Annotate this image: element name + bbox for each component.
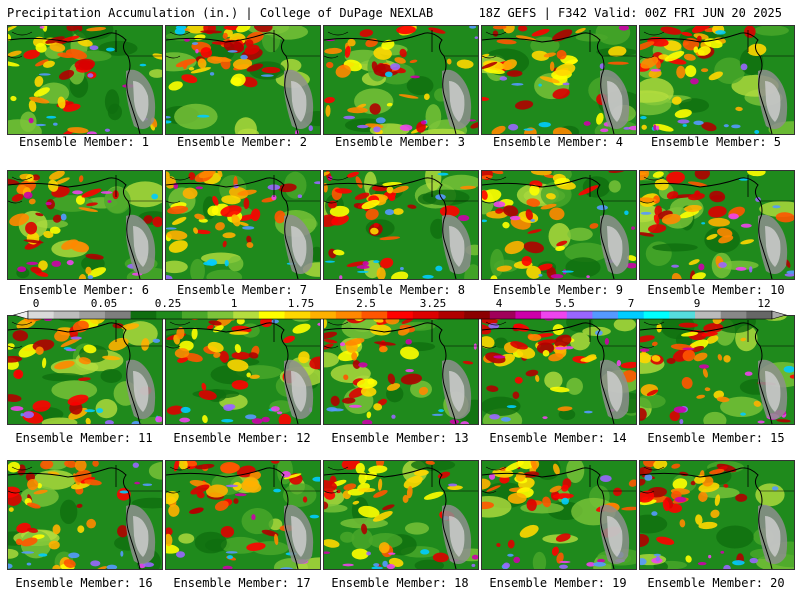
colorbar-swatch (284, 311, 311, 319)
ensemble-member-label: Ensemble Member: 16 (15, 576, 153, 590)
model-run-valid-time: 18Z GEFS | F342 Valid: 00Z FRI JUN 20 20… (478, 6, 782, 20)
colorbar-tick-label: 7 (627, 297, 635, 310)
colorbar-tick-label: 0 (32, 297, 40, 310)
colorbar-swatch (207, 311, 234, 319)
ensemble-member-label: Ensemble Member: 17 (173, 576, 311, 590)
colorbar-swatch (233, 311, 260, 319)
colorbar-swatch (412, 311, 439, 319)
precipitation-colorbar (12, 310, 788, 320)
ensemble-member-map (165, 315, 321, 425)
colorbar-tick-label: 3.25 (419, 297, 447, 310)
ensemble-member-label: Ensemble Member: 20 (647, 576, 785, 590)
ensemble-member-map (165, 25, 321, 135)
ensemble-member-map (7, 460, 163, 570)
colorbar-swatch (258, 311, 285, 319)
colorbar-tick-label: 4 (495, 297, 503, 310)
colorbar-swatch (566, 311, 593, 319)
ensemble-member-map (7, 170, 163, 280)
map-title: Precipitation Accumulation (in.) | Colle… (7, 6, 434, 20)
ensemble-member-map (165, 460, 321, 570)
colorbar-swatch (438, 311, 465, 319)
ensemble-member-map (639, 460, 795, 570)
colorbar-swatch (156, 311, 183, 319)
colorbar-swatch (464, 311, 491, 319)
ensemble-member-label: Ensemble Member: 9 (492, 283, 624, 297)
colorbar-tick-label: 5.5 (555, 297, 575, 310)
ensemble-member-map (7, 25, 163, 135)
ensemble-member-label: Ensemble Member: 12 (173, 431, 311, 445)
colorbar-tick-label: 0.05 (90, 297, 118, 310)
ensemble-member-label: Ensemble Member: 2 (176, 135, 308, 149)
ensemble-member-label: Ensemble Member: 19 (489, 576, 627, 590)
ensemble-member-label: Ensemble Member: 3 (334, 135, 466, 149)
ensemble-member-map (7, 315, 163, 425)
colorbar-tick-label: 0.25 (154, 297, 182, 310)
colorbar-swatch (310, 311, 337, 319)
colorbar-swatch (515, 311, 542, 319)
ensemble-member-label: Ensemble Member: 1 (18, 135, 150, 149)
ensemble-member-label: Ensemble Member: 18 (331, 576, 469, 590)
colorbar-swatch (618, 311, 645, 319)
colorbar-swatch (28, 311, 54, 319)
ensemble-member-label: Ensemble Member: 13 (331, 431, 469, 445)
colorbar-tick-label: 9 (693, 297, 701, 310)
colorbar-swatch (130, 311, 157, 319)
ensemble-member-label: Ensemble Member: 14 (489, 431, 627, 445)
ensemble-member-label: Ensemble Member: 4 (492, 135, 624, 149)
colorbar-tick-label: 12 (757, 297, 771, 310)
colorbar-swatch (746, 311, 773, 319)
colorbar-swatch (489, 311, 516, 319)
ensemble-member-map (165, 170, 321, 280)
colorbar-left-arrow (12, 310, 29, 320)
ensemble-member-map (323, 25, 479, 135)
colorbar-swatch (720, 311, 747, 319)
ensemble-member-label: Ensemble Member: 8 (334, 283, 466, 297)
colorbar-tick-label: 2.5 (356, 297, 376, 310)
colorbar-tick-label: 1.75 (287, 297, 315, 310)
colorbar-swatch (181, 311, 208, 319)
colorbar-tick-label: 1 (230, 297, 238, 310)
ensemble-member-label: Ensemble Member: 6 (18, 283, 150, 297)
colorbar-swatch (695, 311, 721, 319)
ensemble-member-map (481, 315, 637, 425)
colorbar-swatch (541, 311, 568, 319)
colorbar-swatch (79, 311, 106, 319)
colorbar-right-arrow (771, 310, 788, 320)
ensemble-member-map (639, 170, 795, 280)
ensemble-member-map (323, 460, 479, 570)
ensemble-member-map (639, 315, 795, 425)
ensemble-member-label: Ensemble Member: 10 (647, 283, 785, 297)
colorbar-swatch (643, 311, 670, 319)
colorbar-swatch (53, 311, 80, 319)
ensemble-member-label: Ensemble Member: 11 (15, 431, 153, 445)
ensemble-member-label: Ensemble Member: 15 (647, 431, 785, 445)
ensemble-member-map (481, 170, 637, 280)
ensemble-member-map (323, 315, 479, 425)
ensemble-member-map (323, 170, 479, 280)
colorbar-swatch (361, 311, 388, 319)
colorbar-swatch (592, 311, 619, 319)
ensemble-member-label: Ensemble Member: 5 (650, 135, 782, 149)
ensemble-member-map (481, 460, 637, 570)
ensemble-member-map (639, 25, 795, 135)
ensemble-member-map (481, 25, 637, 135)
colorbar-swatch (387, 311, 414, 319)
colorbar-swatch (669, 311, 696, 319)
colorbar-swatch (335, 311, 362, 319)
ensemble-member-label: Ensemble Member: 7 (176, 283, 308, 297)
colorbar-swatch (104, 311, 131, 319)
